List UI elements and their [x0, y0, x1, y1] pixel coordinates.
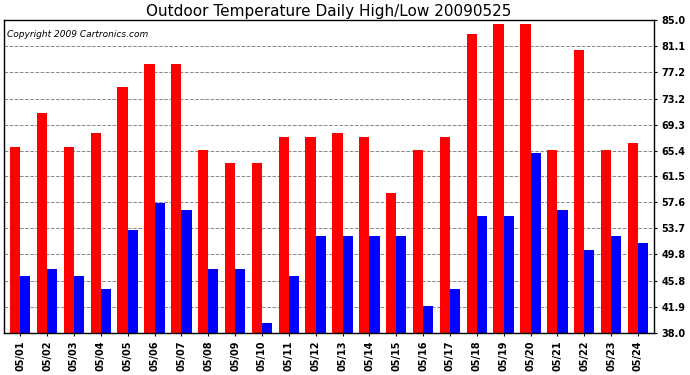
Bar	[10, 147, 20, 333]
Bar	[63, 147, 74, 333]
Bar	[477, 216, 487, 333]
Bar	[466, 34, 477, 333]
Bar	[547, 150, 558, 333]
Bar	[504, 216, 514, 333]
Bar	[342, 236, 353, 333]
Bar	[628, 143, 638, 333]
Bar	[440, 136, 450, 333]
Bar	[584, 249, 595, 333]
Bar	[144, 63, 155, 333]
Bar	[531, 153, 541, 333]
Bar	[396, 236, 406, 333]
Bar	[117, 87, 128, 333]
Bar	[20, 276, 30, 333]
Bar	[90, 133, 101, 333]
Bar	[198, 150, 208, 333]
Bar	[225, 163, 235, 333]
Bar	[155, 203, 165, 333]
Bar	[316, 236, 326, 333]
Bar	[37, 113, 47, 333]
Bar	[47, 270, 57, 333]
Bar	[386, 193, 396, 333]
Bar	[558, 210, 568, 333]
Bar	[369, 236, 380, 333]
Bar	[289, 276, 299, 333]
Bar	[279, 136, 289, 333]
Bar	[638, 243, 648, 333]
Bar	[262, 322, 272, 333]
Bar	[74, 276, 84, 333]
Bar	[333, 133, 342, 333]
Bar	[359, 136, 369, 333]
Bar	[423, 306, 433, 333]
Bar	[252, 163, 262, 333]
Bar	[611, 236, 621, 333]
Bar	[450, 290, 460, 333]
Bar	[601, 150, 611, 333]
Bar	[413, 150, 423, 333]
Bar	[306, 136, 316, 333]
Bar	[128, 230, 138, 333]
Bar	[101, 290, 111, 333]
Bar	[493, 24, 504, 333]
Title: Outdoor Temperature Daily High/Low 20090525: Outdoor Temperature Daily High/Low 20090…	[146, 4, 512, 19]
Bar	[235, 270, 246, 333]
Bar	[520, 24, 531, 333]
Bar	[171, 63, 181, 333]
Bar	[181, 210, 192, 333]
Bar	[208, 270, 219, 333]
Text: Copyright 2009 Cartronics.com: Copyright 2009 Cartronics.com	[8, 30, 148, 39]
Bar	[574, 50, 584, 333]
